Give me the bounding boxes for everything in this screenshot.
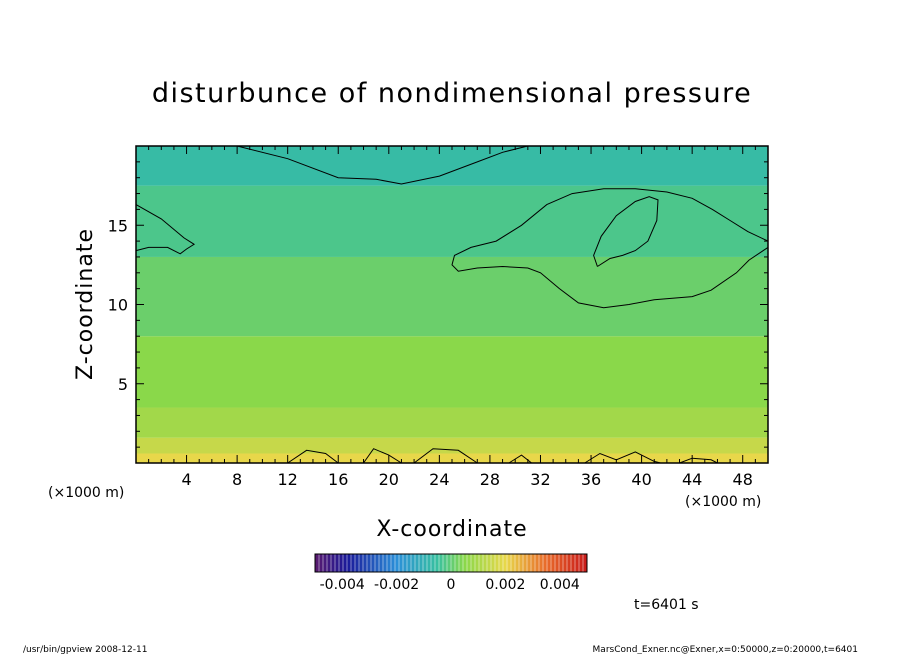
x-axis: 4 8 12 16 20 24 28 32 36 40 44 48 (135, 146, 769, 489)
contour-line-bottom-1 (287, 449, 339, 464)
contour-line-bottom-3 (413, 448, 478, 464)
x-tick-label: 36 (581, 470, 601, 489)
contour-line-bottom-6 (679, 457, 718, 464)
colorbar-tick-label: 0.004 (540, 577, 580, 593)
colorbar: -0.004 -0.002 0 0.002 0.004 (314, 553, 588, 593)
contour-line-bottom-2 (363, 448, 402, 464)
y-tick-label: 15 (108, 216, 128, 235)
contour-line-right-outer (451, 188, 769, 309)
fill-band (136, 453, 768, 463)
fill-band (136, 185, 768, 257)
fill-band (136, 407, 768, 438)
x-tick-label: 8 (232, 470, 242, 489)
fill-band (136, 256, 768, 337)
x-tick-label: 32 (530, 470, 550, 489)
x-tick-label: 20 (379, 470, 399, 489)
colorbar-tick-label: 0 (447, 577, 456, 593)
x-tick-label: 44 (682, 470, 702, 489)
x-tick-label: 28 (480, 470, 500, 489)
x-tick-label: 4 (181, 470, 191, 489)
contour-line-right-inner (593, 196, 659, 267)
x-unit-label-right: (×1000 m) (685, 494, 761, 510)
contour-line-bottom-5 (584, 451, 661, 464)
x-tick-label: 16 (328, 470, 348, 489)
y-axis-label: Z-coordinate (73, 228, 98, 380)
fill-band (136, 437, 768, 454)
footer-left: /usr/bin/gpview 2008-12-11 (23, 645, 147, 654)
x-tick-label: 12 (278, 470, 298, 489)
y-tick-label: 5 (118, 375, 128, 394)
x-tick-label: 48 (733, 470, 753, 489)
colorbar-tick-labels: -0.004 -0.002 0 0.002 0.004 (320, 577, 580, 593)
x-axis-label: X-coordinate (376, 517, 527, 542)
x-tick-label: 40 (631, 470, 651, 489)
contour-layer (135, 145, 769, 464)
fill-band (136, 146, 768, 186)
y-axis: 5 10 15 (108, 145, 768, 464)
time-label: t=6401 s (634, 597, 699, 613)
y-tick-label: 10 (108, 296, 128, 315)
x-unit-label-left: (×1000 m) (48, 485, 124, 501)
contour-line-top (236, 145, 528, 185)
contour-line-left (135, 204, 196, 255)
footer-right: MarsCond_Exner.nc@Exner,x=0:50000,z=0:20… (593, 645, 858, 654)
colorbar-stripes (318, 554, 584, 572)
fill-layer (136, 146, 768, 463)
colorbar-tick-label: -0.002 (374, 577, 419, 593)
colorbar-tick-label: 0.002 (485, 577, 525, 593)
colorbar-tick-label: -0.004 (320, 577, 365, 593)
colorbar-frame (314, 553, 588, 573)
colorbar-gradient (315, 554, 587, 572)
chart-title: disturbunce of nondimensional pressure (152, 78, 752, 109)
fill-band (136, 336, 768, 408)
x-tick-label: 24 (429, 470, 449, 489)
